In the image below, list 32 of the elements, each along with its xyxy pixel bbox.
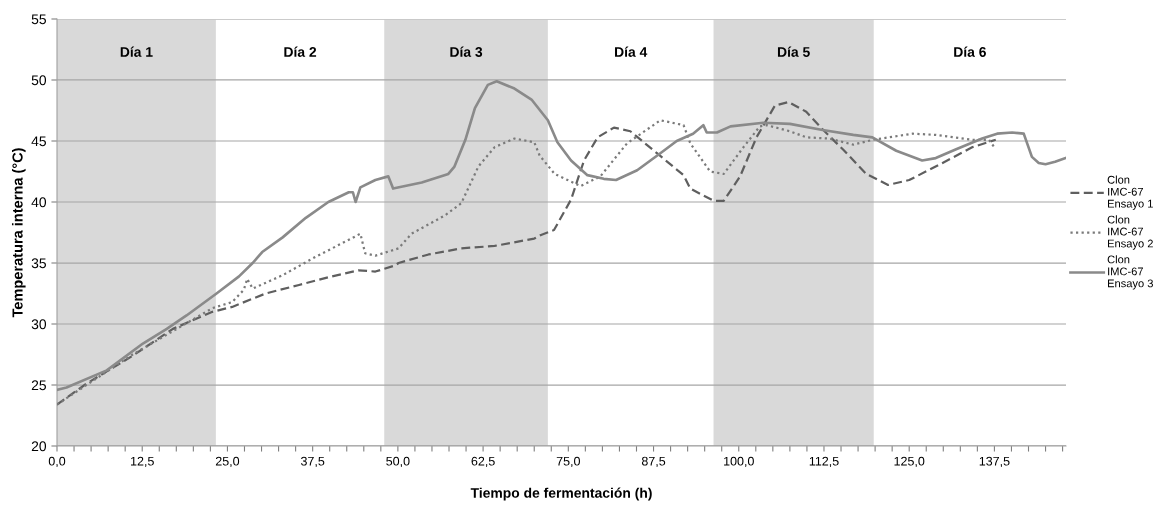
annotation: Día 4 <box>615 46 648 57</box>
y-tick-label: 25 <box>31 380 46 391</box>
legend-label: Clon IMC-67 Ensayo 1 <box>1107 175 1153 210</box>
x-tick-label: 12,5 <box>131 456 154 468</box>
y-tick-label: 50 <box>31 75 47 86</box>
y-axis-title: Temperatura interna (°C) <box>11 148 26 318</box>
line-series <box>57 79 1066 392</box>
y-tick-label: 20 <box>31 441 47 452</box>
x-tick-label: 87,5 <box>641 456 666 468</box>
y-tick-label: 30 <box>31 319 47 330</box>
x-tick-label: 0,0 <box>48 456 66 468</box>
y-tick-label: 40 <box>31 197 47 208</box>
x-tick-label: 37,5 <box>300 456 325 468</box>
annotation: Día 6 <box>954 46 986 57</box>
x-tick-label: 62,5 <box>471 456 495 468</box>
y-tick-label: 45 <box>31 136 46 147</box>
x-tick-label: 50,0 <box>386 456 410 468</box>
x-tick-label: 75,0 <box>556 456 580 468</box>
x-tick-label: 100,0 <box>724 456 754 468</box>
x-tick-label: 112,5 <box>809 456 839 468</box>
x-axis-title: Tiempo de fermentación (h) <box>470 487 652 501</box>
legend-label: Clon IMC-67 Ensayo 2 <box>1107 215 1153 250</box>
band-label: Día 1 <box>120 46 153 57</box>
band-label: Día 5 <box>777 46 810 57</box>
y-tick-label: 35 <box>31 258 46 269</box>
x-tick-label: 25,0 <box>215 456 240 468</box>
legend-label: Clon IMC-67 Ensayo 3 <box>1107 255 1153 290</box>
x-tick-label: 125,0 <box>894 456 925 468</box>
y-tick-label: 55 <box>31 14 46 25</box>
band-label: Día 3 <box>450 46 483 57</box>
x-tick-label: 137,5 <box>979 456 1010 468</box>
annotation: Día 2 <box>284 46 317 57</box>
